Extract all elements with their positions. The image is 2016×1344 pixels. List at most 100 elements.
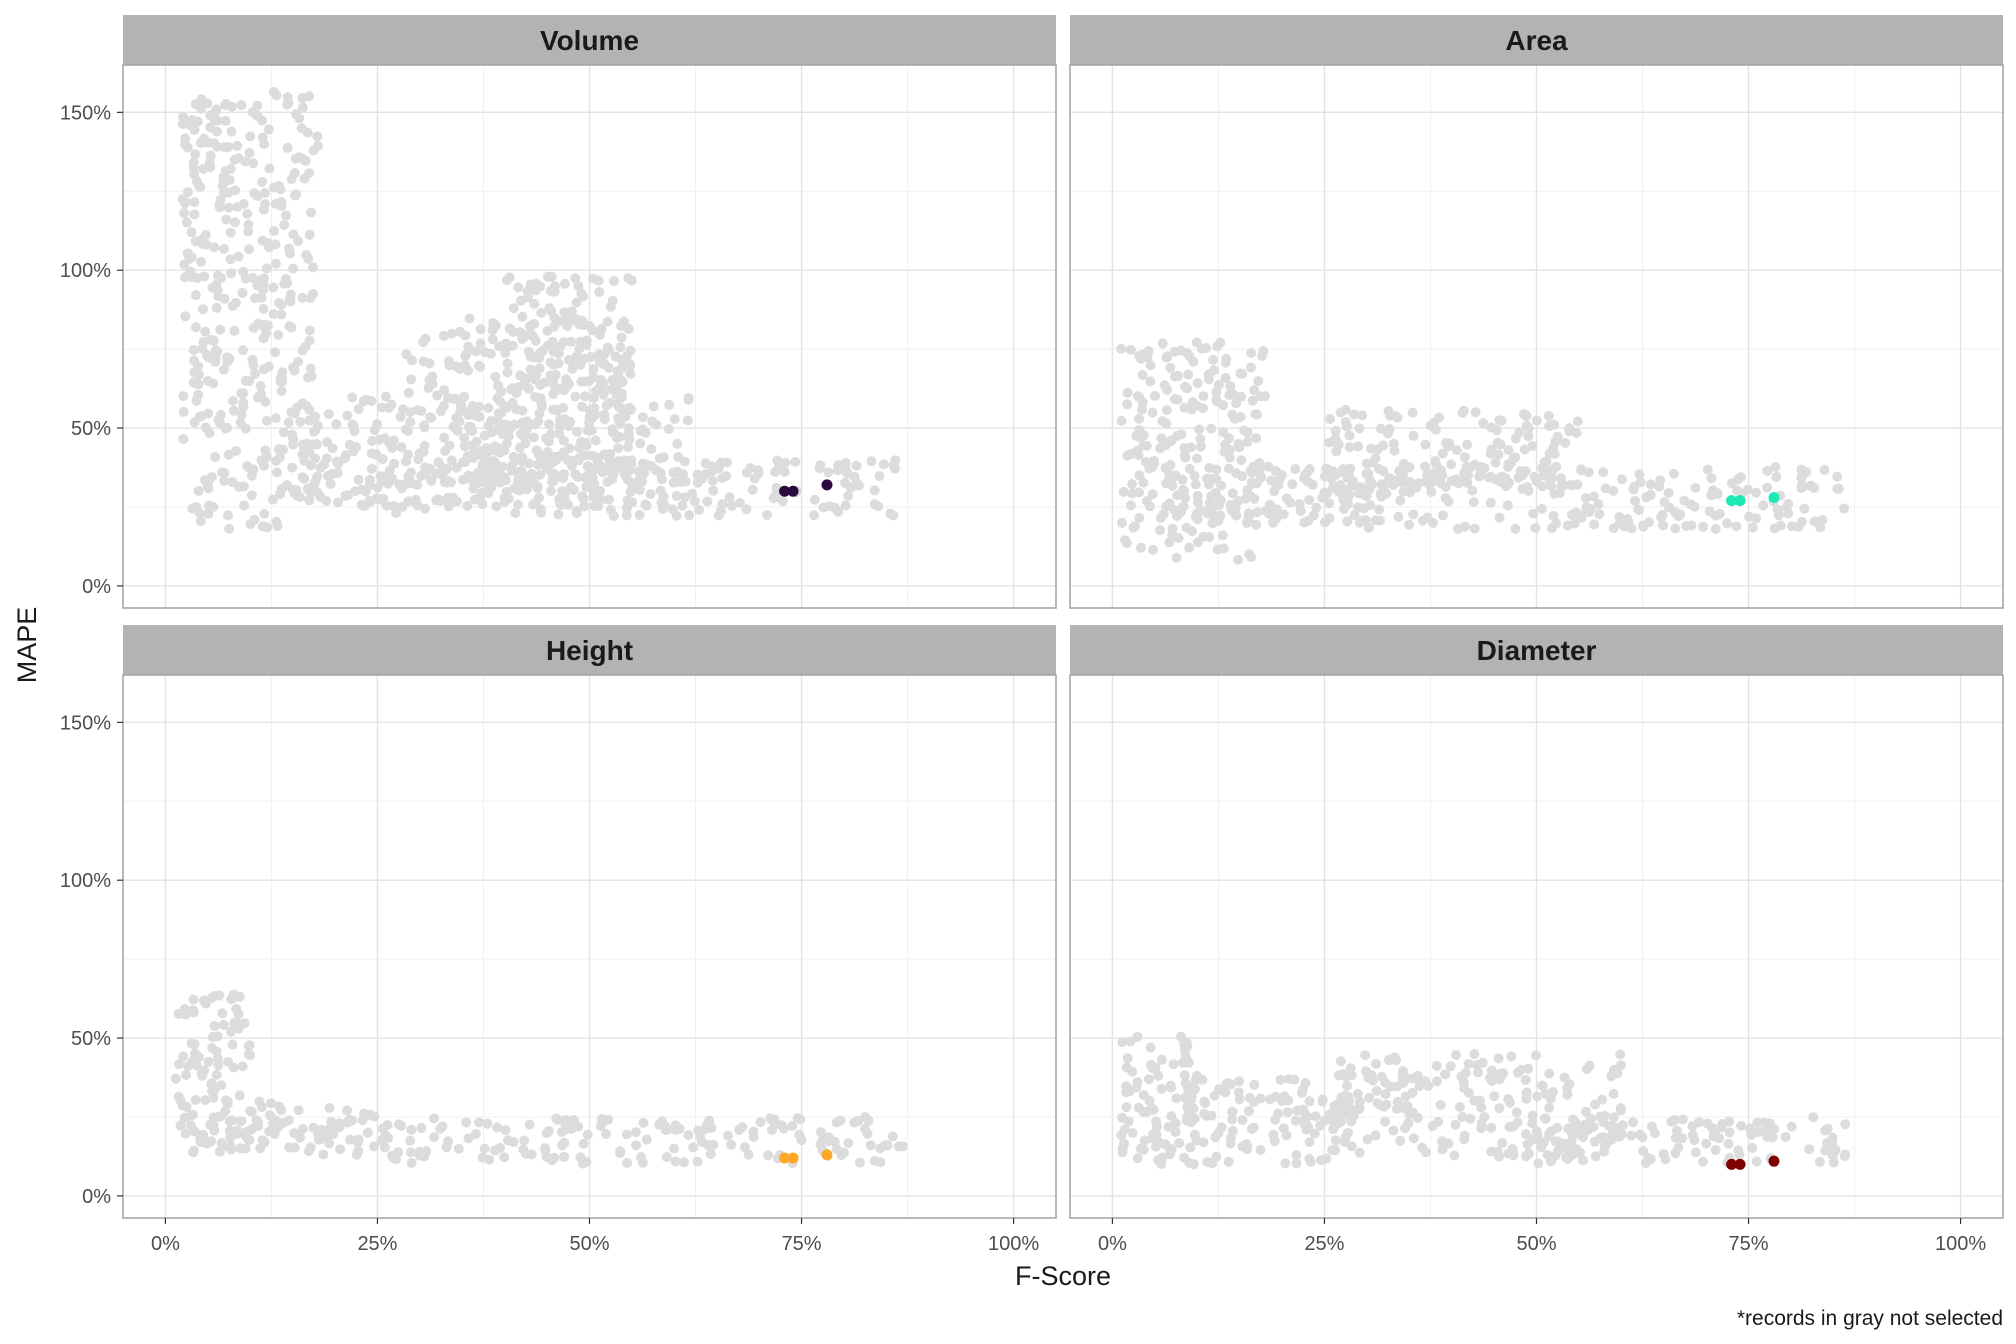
- unselected-point: [1117, 1112, 1128, 1123]
- unselected-point: [263, 124, 274, 135]
- unselected-point: [577, 491, 588, 502]
- unselected-point: [662, 1124, 673, 1135]
- unselected-point: [215, 194, 226, 205]
- unselected-point: [677, 500, 688, 511]
- unselected-point: [1677, 1133, 1688, 1144]
- unselected-point: [1645, 489, 1656, 500]
- unselected-point: [1227, 488, 1238, 499]
- unselected-point: [1396, 477, 1407, 488]
- unselected-point: [1599, 1146, 1610, 1157]
- unselected-point: [1179, 1070, 1190, 1081]
- x-tick-label: 25%: [1304, 1233, 1344, 1255]
- unselected-point: [487, 334, 498, 345]
- unselected-point: [1556, 481, 1567, 492]
- unselected-point: [1549, 419, 1560, 430]
- unselected-point: [331, 419, 342, 430]
- unselected-point: [1710, 1145, 1721, 1156]
- unselected-point: [304, 91, 315, 102]
- unselected-point: [1493, 449, 1504, 460]
- unselected-point: [273, 330, 284, 341]
- unselected-point: [236, 388, 247, 399]
- unselected-point: [1394, 466, 1405, 477]
- unselected-point: [708, 485, 719, 496]
- unselected-point: [574, 343, 585, 354]
- unselected-point: [420, 333, 431, 344]
- unselected-point: [187, 1055, 198, 1066]
- unselected-point: [1308, 510, 1319, 521]
- unselected-point: [1182, 1040, 1193, 1051]
- unselected-point: [334, 1122, 345, 1133]
- unselected-point: [204, 352, 215, 363]
- unselected-point: [1156, 1083, 1167, 1094]
- unselected-point: [1180, 381, 1191, 392]
- unselected-point: [543, 419, 554, 430]
- unselected-point: [1179, 402, 1190, 413]
- unselected-point: [637, 476, 648, 487]
- unselected-point: [1328, 1124, 1339, 1135]
- unselected-point: [497, 428, 508, 439]
- unselected-point: [1353, 441, 1364, 452]
- unselected-point: [641, 500, 652, 511]
- unselected-point: [1165, 460, 1176, 471]
- unselected-point: [563, 354, 574, 365]
- unselected-point: [306, 371, 317, 382]
- facet-title: Area: [1505, 25, 1568, 56]
- unselected-point: [1827, 1132, 1838, 1143]
- unselected-point: [308, 262, 319, 273]
- unselected-point: [1431, 1076, 1442, 1087]
- unselected-point: [387, 1150, 398, 1161]
- unselected-point: [297, 449, 308, 460]
- unselected-point: [1375, 423, 1386, 434]
- unselected-point: [451, 462, 462, 473]
- unselected-point: [1184, 542, 1195, 553]
- unselected-point: [234, 1090, 245, 1101]
- unselected-point: [1538, 1137, 1549, 1148]
- unselected-point: [1138, 477, 1149, 488]
- unselected-point: [510, 508, 521, 519]
- unselected-point: [682, 415, 693, 426]
- unselected-point: [231, 445, 242, 456]
- unselected-point: [1234, 1076, 1245, 1087]
- unselected-point: [1523, 1063, 1534, 1074]
- unselected-point: [1317, 1094, 1328, 1105]
- unselected-point: [1147, 407, 1158, 418]
- unselected-point: [1476, 1123, 1487, 1134]
- unselected-point: [387, 442, 398, 453]
- unselected-point: [1347, 475, 1358, 486]
- unselected-point: [1233, 496, 1244, 507]
- unselected-point: [1172, 394, 1183, 405]
- unselected-point: [189, 1039, 200, 1050]
- unselected-point: [882, 1140, 893, 1151]
- unselected-point: [586, 414, 597, 425]
- unselected-point: [594, 356, 605, 367]
- unselected-point: [1808, 1112, 1819, 1123]
- unselected-point: [607, 424, 618, 435]
- unselected-point: [1213, 379, 1224, 390]
- unselected-point: [381, 500, 392, 511]
- unselected-point: [1494, 1074, 1505, 1085]
- unselected-point: [640, 427, 651, 438]
- unselected-point: [1321, 1153, 1332, 1164]
- unselected-point: [635, 438, 646, 449]
- unselected-point: [1348, 1110, 1359, 1121]
- unselected-point: [1210, 1132, 1221, 1143]
- unselected-point: [559, 278, 570, 289]
- unselected-point: [613, 456, 624, 467]
- unselected-point: [272, 521, 283, 532]
- unselected-point: [366, 463, 377, 474]
- unselected-point: [1304, 1153, 1315, 1164]
- unselected-point: [1581, 1064, 1592, 1075]
- unselected-point: [840, 458, 851, 469]
- unselected-point: [248, 158, 259, 169]
- unselected-point: [1437, 448, 1448, 459]
- unselected-point: [612, 399, 623, 410]
- unselected-point: [1275, 1074, 1286, 1085]
- unselected-point: [1340, 404, 1351, 415]
- unselected-point: [1255, 391, 1266, 402]
- unselected-point: [586, 425, 597, 436]
- unselected-point: [1504, 1121, 1515, 1132]
- unselected-point: [1206, 423, 1217, 434]
- unselected-point: [1352, 1088, 1363, 1099]
- unselected-point: [1167, 529, 1178, 540]
- unselected-point: [1404, 519, 1415, 530]
